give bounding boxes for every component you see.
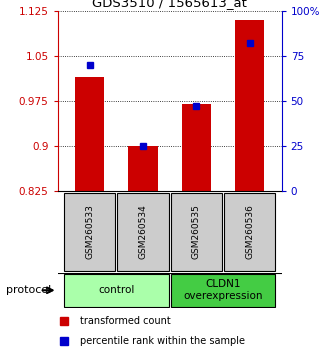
Bar (235, 19, 264, 191)
Text: percentile rank within the sample: percentile rank within the sample (80, 336, 245, 346)
Text: GSM260535: GSM260535 (192, 204, 201, 259)
Bar (224, 193, 275, 271)
Bar (182, 104, 211, 191)
Text: CLDN1
overexpression: CLDN1 overexpression (183, 279, 263, 301)
Bar (171, 193, 222, 271)
Bar (64, 274, 169, 307)
Text: GSM260533: GSM260533 (85, 204, 94, 259)
Text: control: control (98, 285, 134, 295)
Text: transformed count: transformed count (80, 316, 171, 326)
Text: protocol: protocol (6, 285, 51, 295)
Title: GDS3510 / 1565613_at: GDS3510 / 1565613_at (92, 0, 247, 10)
Bar (64, 193, 115, 271)
Text: GSM260536: GSM260536 (245, 204, 254, 259)
Text: GSM260534: GSM260534 (139, 205, 148, 259)
Bar (128, 146, 157, 191)
Bar (117, 193, 169, 271)
Bar (171, 274, 275, 307)
Bar (75, 77, 104, 191)
